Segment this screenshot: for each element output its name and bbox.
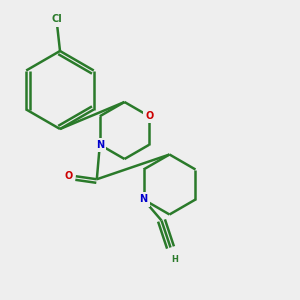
Text: O: O (64, 171, 72, 181)
Text: N: N (140, 194, 148, 205)
Text: Cl: Cl (52, 14, 62, 25)
Text: O: O (145, 111, 153, 121)
Text: N: N (96, 140, 104, 150)
Text: H: H (172, 255, 178, 264)
